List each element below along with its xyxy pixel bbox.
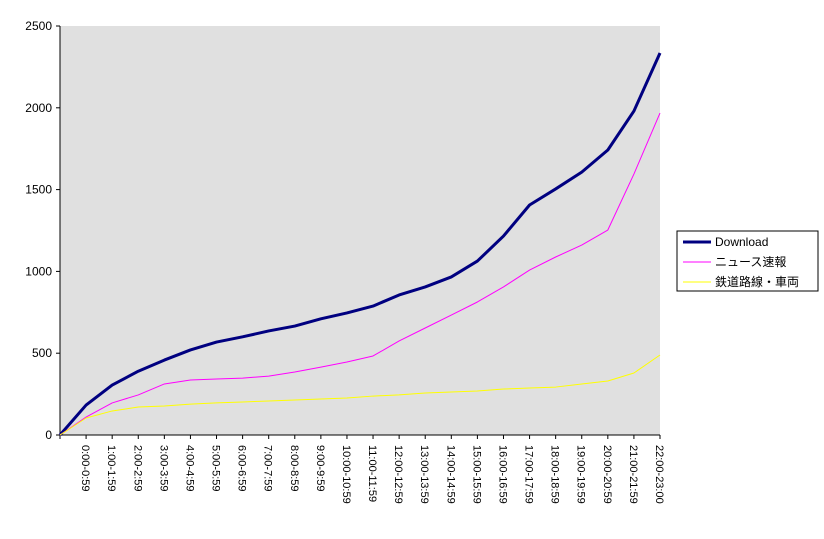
y-tick-label: 0	[45, 428, 52, 442]
series-line	[59, 354, 661, 436]
y-tick-label: 500	[32, 346, 52, 360]
x-tick-label: 15:00-15:59	[470, 445, 482, 504]
x-tick-label: 8:00-8:59	[288, 445, 300, 491]
x-tick-label: 6:00-6:59	[236, 445, 248, 491]
x-tick-label: 13:00-13:59	[418, 445, 430, 504]
series-line	[59, 112, 661, 436]
x-tick-label: 3:00-3:59	[157, 445, 169, 491]
x-tick-label: 14:00-14:59	[444, 445, 456, 504]
x-tick-label: 9:00-9:59	[314, 445, 326, 491]
x-tick-label: 16:00-16:59	[496, 445, 508, 504]
x-tick-label: 12:00-12:59	[392, 445, 404, 504]
series-line	[58, 52, 662, 436]
x-tick-label: 22:00-23:00	[653, 445, 665, 504]
x-tick-label: 7:00-7:59	[262, 445, 274, 491]
x-tick-label: 0:00-0:59	[79, 445, 91, 491]
x-tick-label: 17:00-17:59	[523, 445, 535, 504]
legend-box	[676, 230, 819, 292]
legend-label: 鉄道路線・車両	[715, 274, 799, 289]
y-tick-label: 2500	[25, 19, 52, 33]
y-tick-label: 2000	[25, 101, 52, 115]
plot-area	[60, 26, 660, 435]
x-tick-label: 11:00-11:59	[366, 445, 378, 502]
legend-label: Download	[715, 235, 768, 249]
x-tick-label: 10:00-10:59	[340, 445, 352, 504]
x-tick-label: 19:00-19:59	[575, 445, 587, 504]
x-tick-label: 5:00-5:59	[210, 445, 222, 491]
x-tick-label: 4:00-4:59	[183, 445, 195, 491]
x-tick-label: 1:00-1:59	[105, 445, 117, 491]
y-tick-label: 1500	[25, 183, 52, 197]
x-tick-label: 21:00-21:59	[627, 445, 639, 504]
y-tick-label: 1000	[25, 264, 52, 278]
x-tick-label: 2:00-2:59	[131, 445, 143, 491]
x-tick-label: 18:00-18:59	[549, 445, 561, 504]
x-tick-label: 20:00-20:59	[601, 445, 613, 504]
legend-label: ニュース速報	[715, 255, 786, 269]
